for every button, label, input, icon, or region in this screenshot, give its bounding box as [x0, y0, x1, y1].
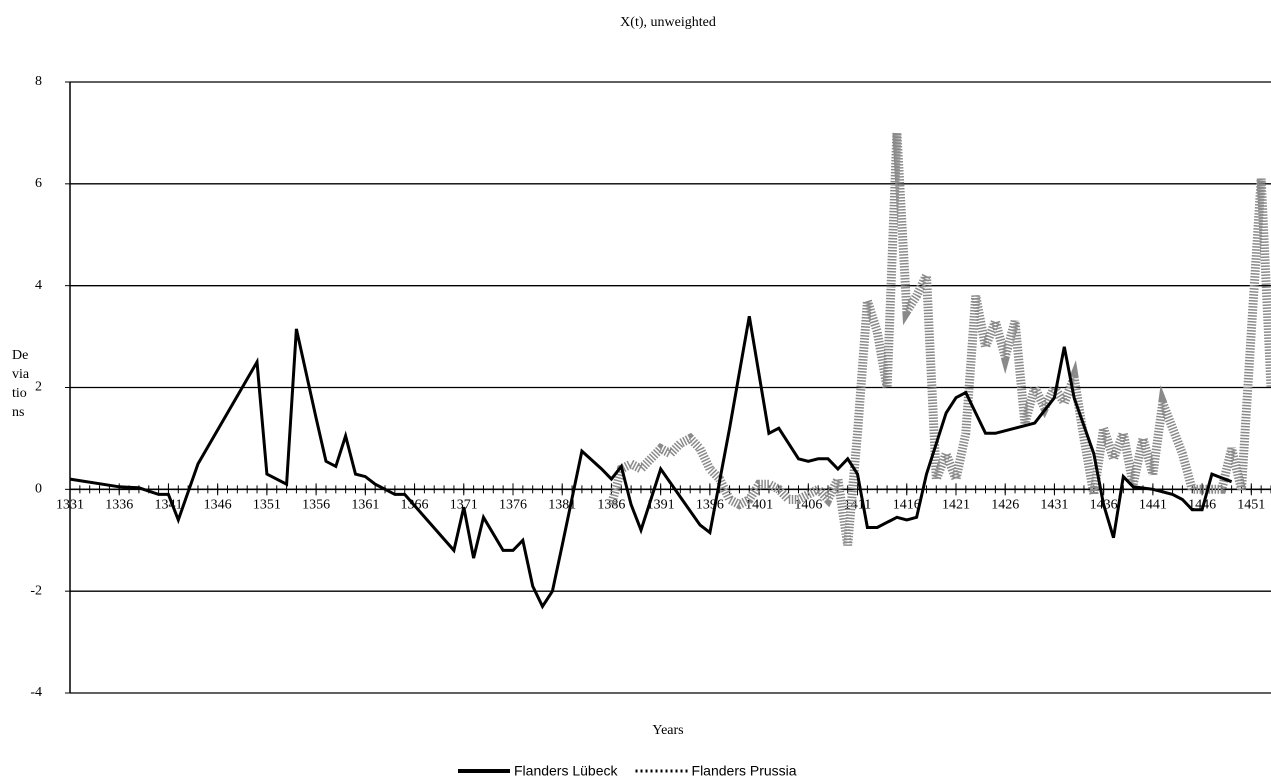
x-tick-label: 1356 [302, 498, 330, 513]
x-tick-label: 1431 [1040, 498, 1068, 513]
y-tick-label: 8 [35, 74, 42, 89]
legend-label: Flanders Prussia [692, 763, 797, 779]
x-tick-label: 1451 [1237, 498, 1265, 513]
x-tick-label: 1406 [794, 498, 822, 513]
x-tick-label: 1341 [154, 498, 182, 513]
y-tick-label: 6 [35, 176, 42, 191]
x-tick-label: 1426 [991, 498, 1019, 513]
x-tick-label: 1416 [893, 498, 921, 513]
x-tick-label: 1351 [253, 498, 281, 513]
y-axis-label: De [12, 348, 28, 363]
x-tick-label: 1346 [204, 498, 232, 513]
x-tick-label: 1396 [696, 498, 724, 513]
x-tick-label: 1331 [56, 498, 84, 513]
y-tick-label: 4 [35, 278, 42, 293]
x-tick-label: 1361 [351, 498, 379, 513]
y-tick-label: 0 [35, 482, 42, 497]
chart-title: X(t), unweighted [620, 15, 716, 30]
y-tick-label: 2 [35, 380, 42, 395]
legend-label: Flanders Lübeck [514, 763, 619, 779]
line [69, 315, 1233, 610]
x-tick-label: 1371 [450, 498, 478, 513]
dotted-line [607, 132, 1271, 546]
y-axis-label: ns [12, 405, 24, 420]
y-axis-label: tio [12, 386, 27, 401]
y-tick-label: -4 [30, 685, 42, 700]
x-tick-label: 1336 [105, 498, 133, 513]
x-tick-label: 1386 [597, 498, 625, 513]
x-tick-label: 1421 [942, 498, 970, 513]
x-tick-label: 1376 [499, 498, 527, 513]
y-tick-label: -2 [30, 583, 42, 598]
y-axis-label: via [12, 367, 30, 382]
x-tick-label: 1441 [1139, 498, 1167, 513]
x-tick-label: 1391 [647, 498, 675, 513]
legend: Flanders Lübeck Flanders Prussia [458, 763, 797, 779]
x-axis-label: Years [652, 723, 683, 738]
